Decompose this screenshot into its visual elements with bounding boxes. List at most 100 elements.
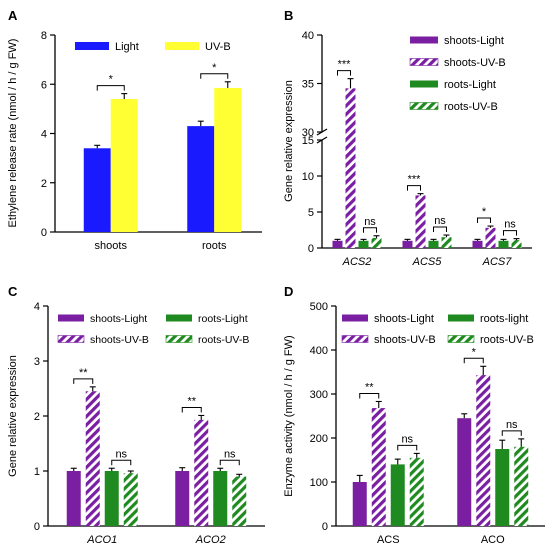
panel-letter: B <box>284 8 293 23</box>
significance-label: * <box>109 74 114 86</box>
significance-label: * <box>482 206 487 218</box>
bar <box>194 419 209 526</box>
legend: shoots-Light shoots-UV-B roots-Light roots-… <box>409 35 506 113</box>
legend-label: UV-B <box>205 41 231 53</box>
legend-item: shoots-UV-B <box>341 334 436 346</box>
x-tick-label: ACS2 <box>342 256 372 268</box>
significance-bracket: *** <box>407 174 421 191</box>
legend-swatch <box>57 335 85 343</box>
y-tick-label: 10 <box>302 171 314 183</box>
significance-bracket: ns <box>503 219 517 236</box>
panel-letter: D <box>284 284 293 299</box>
bar <box>66 471 81 526</box>
bar <box>85 391 100 526</box>
bracket-line <box>433 226 447 233</box>
significance-bracket: ns <box>363 216 377 233</box>
y-tick-label: 3 <box>34 356 40 368</box>
bracket-line <box>363 227 377 233</box>
legend-item: shoots-Light <box>410 35 504 47</box>
x-tick-label: shoots <box>95 240 128 252</box>
panel-d: D Enzyme activity (nmol / h / g FW) 0 100 20… <box>283 284 545 546</box>
bar <box>441 237 452 248</box>
bar <box>498 240 509 248</box>
x-tick-label: ACO <box>481 534 505 546</box>
significance-bracket: ns <box>501 419 522 436</box>
bracket-line <box>397 444 418 451</box>
significance-label: ns <box>401 433 413 445</box>
y-tick-label: 15 <box>302 135 314 147</box>
x-tick-label-group: ACS5 <box>412 256 443 268</box>
bar <box>187 126 215 232</box>
bracket-line <box>407 185 421 191</box>
y-tick-label: 4 <box>41 129 47 141</box>
significance-bracket: *** <box>337 59 352 76</box>
bar <box>485 227 496 248</box>
bar <box>514 446 529 526</box>
bracket-line <box>181 406 202 413</box>
bar <box>409 457 424 526</box>
legend-swatch <box>58 314 84 322</box>
x-tick-label: roots <box>202 240 227 252</box>
bracket-line <box>501 430 522 436</box>
y-axis-label: Gene relative expression <box>7 355 19 477</box>
significance-label: *** <box>338 59 352 71</box>
significance-label: * <box>212 62 217 74</box>
bracket-line <box>477 217 491 224</box>
bar <box>495 449 510 526</box>
legend-item: shoots-Light <box>342 313 434 325</box>
y-tick-label: 0 <box>41 227 47 239</box>
significance-label: ns <box>434 215 446 227</box>
significance-label: ** <box>79 367 88 379</box>
significance-bracket: ns <box>111 448 132 466</box>
legend-label: shoots-Light <box>374 313 434 325</box>
legend-item: roots-UV-B <box>165 334 249 346</box>
bracket-line <box>463 357 484 364</box>
y-tick-label: 100 <box>310 477 328 489</box>
legend-swatch <box>166 314 192 322</box>
significance-bracket: ** <box>73 367 94 384</box>
legend-item: roots-UV-B <box>409 101 498 113</box>
y-tick-label: 300 <box>310 389 328 401</box>
x-tick-label: ACS7 <box>482 256 513 268</box>
x-tick-label: ACS <box>377 534 400 546</box>
legend-item: roots-UV-B <box>447 334 534 346</box>
y-tick-label: 8 <box>41 30 47 42</box>
significance-label: ns <box>115 448 127 460</box>
y-axis-label: Enzyme activity (nmol / h / g FW) <box>283 335 295 496</box>
legend-item: shoots-Light <box>58 313 147 325</box>
bracket-line <box>73 378 94 384</box>
legend-label: shoots-UV-B <box>90 334 149 346</box>
y-tick-label: 4 <box>34 301 40 313</box>
significance-bracket: * <box>200 62 229 79</box>
panel-letter: C <box>8 284 18 299</box>
legend: Light UV-B <box>75 41 231 53</box>
y-tick-label: 35 <box>302 79 314 91</box>
bar <box>213 471 228 526</box>
bar <box>390 464 405 526</box>
legend-swatch <box>410 80 438 88</box>
x-tick-label: ACS5 <box>412 256 443 268</box>
x-tick-label: ACO1 <box>86 534 117 546</box>
bracket-line <box>200 73 229 79</box>
y-tick-label: 30 <box>302 127 314 139</box>
bar <box>123 473 138 526</box>
legend-label: roots-Light <box>198 313 248 325</box>
bar <box>472 240 483 248</box>
legend-label: shoots-UV-B <box>374 334 436 346</box>
y-axis-label: Gene relative expression <box>283 80 295 202</box>
y-tick-label: 40 <box>302 30 314 42</box>
y-tick-label: 0 <box>34 521 40 533</box>
y-tick-label: 500 <box>310 301 328 313</box>
bar <box>371 237 382 248</box>
bracket-line <box>503 230 517 236</box>
legend-item: Light <box>75 41 139 53</box>
bracket-line <box>337 70 351 76</box>
y-tick-label: 0 <box>308 243 314 255</box>
significance-label: ** <box>187 395 196 407</box>
bar <box>104 471 119 526</box>
x-tick-label-group: shoots <box>95 240 128 252</box>
panel-c: C Gene relative expression 0 1 2 3 4 ACO1 ACO2 **… <box>7 284 265 546</box>
legend-swatch <box>341 335 369 343</box>
legend-label: roots-light <box>480 313 528 325</box>
significance-bracket: * <box>463 346 484 364</box>
